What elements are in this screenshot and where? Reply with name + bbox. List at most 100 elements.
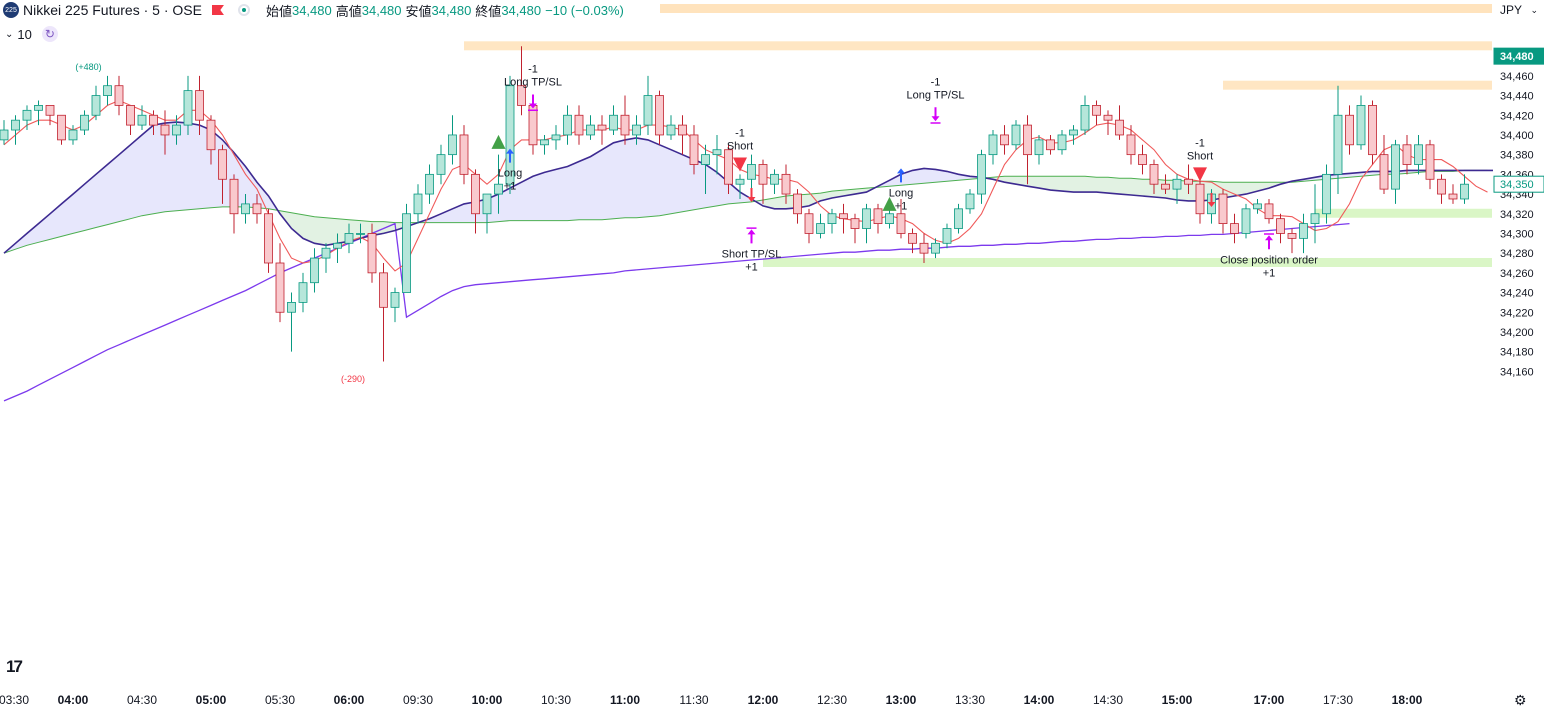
candle-body[interactable] [11,119,20,131]
candle-body[interactable] [793,193,802,215]
market-status-icon[interactable] [237,4,250,16]
candle-body[interactable] [758,164,768,185]
candle-body[interactable] [1276,218,1285,234]
candle-body[interactable] [1000,134,1009,146]
candle-body[interactable] [1460,183,1469,200]
candle-body[interactable] [1172,178,1182,190]
candle-body[interactable] [620,114,630,136]
candle-body[interactable] [126,105,135,126]
candle-body[interactable] [850,218,860,229]
candle-body[interactable] [1253,203,1262,210]
candle-body[interactable] [1287,233,1297,239]
candle-body[interactable] [183,90,193,126]
trade-signal[interactable]: Long+1 [889,168,913,212]
candle-body[interactable] [816,223,825,234]
candle-body[interactable] [114,85,124,106]
candle-body[interactable] [459,134,469,175]
candle-body[interactable] [574,114,584,136]
candle-body[interactable] [241,203,250,215]
candle-body[interactable] [689,134,699,165]
candle-body[interactable] [643,95,653,126]
candle-body[interactable] [1425,144,1435,180]
candle-body[interactable] [678,124,687,136]
candle-body[interactable] [195,90,204,121]
chevron-down-icon[interactable]: ⌄ [5,28,14,40]
candle-body[interactable] [1310,213,1320,224]
candle-body[interactable] [839,213,848,220]
candle-body[interactable] [1379,154,1389,190]
candle-body[interactable] [436,154,446,175]
candle-body[interactable] [609,114,618,131]
candle-body[interactable] [425,173,434,195]
settings-gear-icon[interactable]: ⚙ [1514,692,1527,708]
candle-body[interactable] [724,149,733,185]
candle-body[interactable] [1368,105,1377,156]
trade-signal[interactable] [491,134,506,149]
candle-body[interactable] [1161,183,1170,190]
candle-body[interactable] [942,228,952,244]
candle-body[interactable] [655,95,664,136]
candle-body[interactable] [965,193,975,210]
candle-body[interactable] [781,173,791,195]
candle-body[interactable] [896,213,906,234]
symbol-title[interactable]: Nikkei 225 Futures · 5 · OSE [23,2,202,18]
candle-body[interactable] [80,114,89,131]
candle-body[interactable] [57,114,66,141]
candle-body[interactable] [1023,124,1032,156]
candle-body[interactable] [1184,178,1193,185]
candle-body[interactable] [505,85,515,185]
candle-body[interactable] [1080,105,1090,131]
candle-body[interactable] [356,233,365,235]
candle-body[interactable] [885,213,894,224]
candle-body[interactable] [367,233,377,274]
candle-body[interactable] [1103,114,1113,121]
candle-body[interactable] [1333,114,1343,175]
candle-body[interactable] [252,203,262,215]
candle-body[interactable] [1138,154,1147,165]
candle-body[interactable] [1345,114,1354,146]
candle-body[interactable] [471,173,480,215]
candle-body[interactable] [1414,144,1423,165]
candle-body[interactable] [413,193,423,215]
candle-body[interactable] [1218,193,1228,225]
candle-body[interactable] [218,149,227,180]
candle-body[interactable] [1126,134,1136,156]
candle-body[interactable] [1069,129,1078,136]
indicator-count[interactable]: 10 [17,26,32,42]
candle-body[interactable] [287,301,296,313]
candle-body[interactable] [954,208,963,229]
candle-body[interactable] [1149,164,1159,185]
candle-body[interactable] [206,119,216,151]
candle-body[interactable] [264,213,273,264]
candle-body[interactable] [919,242,929,254]
trade-signal[interactable]: Short TP/SL+1 [722,227,782,273]
trade-signal[interactable] [882,196,897,211]
candle-body[interactable] [988,134,998,156]
candle-body[interactable] [1391,144,1400,190]
candle-body[interactable] [448,134,457,156]
candle-body[interactable] [390,292,400,308]
candle-body[interactable] [68,129,78,141]
trade-signal[interactable]: Long+1 [498,148,522,193]
candle-body[interactable] [540,139,549,146]
candle-body[interactable] [551,134,561,141]
candle-body[interactable] [1034,139,1044,156]
candle-body[interactable] [45,105,55,116]
candle-body[interactable] [160,124,170,136]
candle-body[interactable] [1448,193,1458,200]
candle-body[interactable] [494,183,503,195]
candle-body[interactable] [1437,178,1446,195]
candle-body[interactable] [827,213,837,224]
trade-signal[interactable]: Close position order+1 [1220,233,1318,279]
candle-body[interactable] [402,213,411,293]
candle-body[interactable] [34,105,43,111]
candle-body[interactable] [977,154,986,195]
candle-body[interactable] [1299,223,1308,239]
candle-body[interactable] [517,85,526,106]
candle-body[interactable] [172,124,181,136]
candle-body[interactable] [1011,124,1021,146]
symbol-badge[interactable]: 225 [3,2,19,18]
